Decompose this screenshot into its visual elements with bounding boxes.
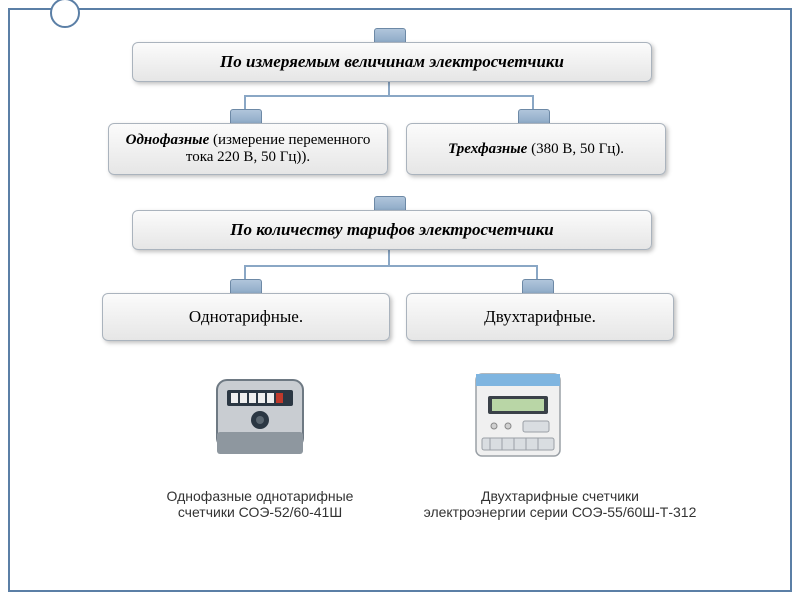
node-dual-tariff: Двухтарифные. — [406, 293, 674, 341]
node-three-phase: Трехфазные (380 В, 50 Гц). — [406, 123, 666, 175]
node-text: Трехфазные (380 В, 50 Гц). — [448, 141, 624, 158]
slide-frame: По измеряемым величинам электросчетчики … — [8, 8, 792, 592]
diagram-area: По измеряемым величинам электросчетчики … — [40, 20, 760, 580]
caption-line: Однофазные однотарифные — [167, 488, 354, 504]
connector-line — [389, 250, 537, 279]
caption-right: Двухтарифные счетчики электроэнергии сер… — [410, 488, 710, 520]
node-text: Двухтарифные. — [484, 307, 596, 327]
node-root-tariff: По количеству тарифов электросчетчики — [132, 210, 652, 250]
caption-line: Двухтарифные счетчики — [481, 488, 639, 504]
connector-line — [245, 250, 389, 279]
caption-line: счетчики СОЭ-52/60-41Ш — [178, 504, 342, 520]
node-single-tariff: Однотарифные. — [102, 293, 390, 341]
connector-line — [389, 82, 533, 109]
node-text: Однотарифные. — [189, 307, 303, 327]
caption-left: Однофазные однотарифные счетчики СОЭ-52/… — [150, 488, 370, 520]
caption-line: электроэнергии серии СОЭ-55/60Ш-Т-312 — [424, 504, 697, 520]
node-text: По измеряемым величинам электросчетчики — [220, 52, 564, 72]
meter-right-image — [468, 368, 568, 463]
node-text: По количеству тарифов электросчетчики — [230, 220, 554, 240]
node-single-phase: Однофазные (измерение переменного тока 2… — [108, 123, 388, 175]
connector-line — [245, 82, 389, 109]
meter-left-image — [205, 370, 315, 460]
node-text: Однофазные (измерение переменного тока 2… — [119, 132, 377, 166]
node-root-measured: По измеряемым величинам электросчетчики — [132, 42, 652, 82]
